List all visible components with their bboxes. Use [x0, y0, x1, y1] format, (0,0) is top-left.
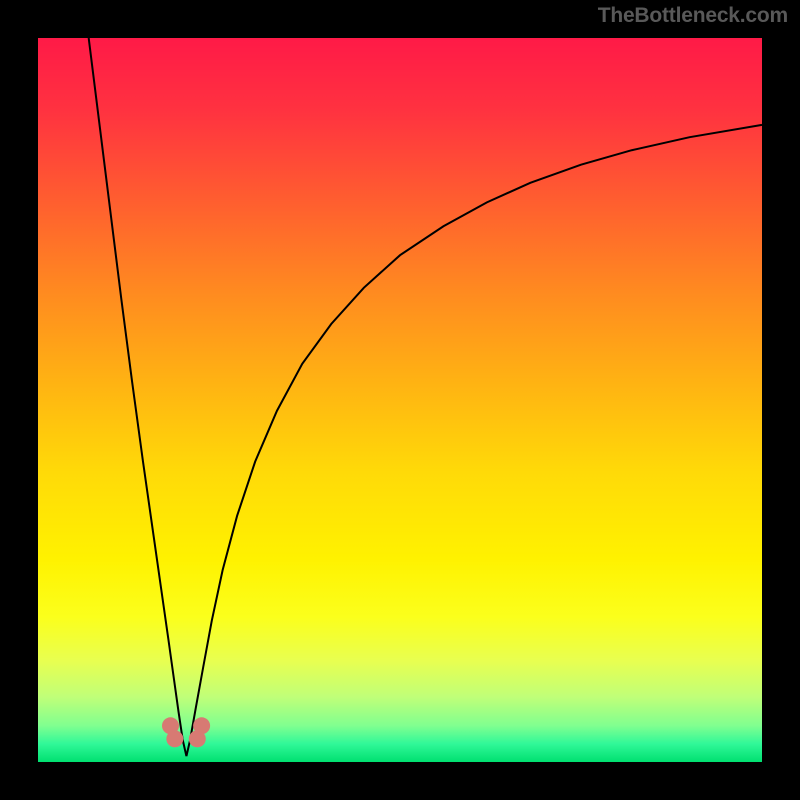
bottom-marker [166, 730, 183, 747]
bottom-marker [193, 717, 210, 734]
bottleneck-curve-right [186, 125, 762, 756]
watermark-text: TheBottleneck.com [598, 4, 788, 28]
bottleneck-curve-left [89, 38, 187, 756]
curve-layer [38, 38, 762, 762]
bottom-marker-group [162, 717, 210, 747]
chart-container: TheBottleneck.com [0, 0, 800, 800]
plot-area [38, 38, 762, 762]
